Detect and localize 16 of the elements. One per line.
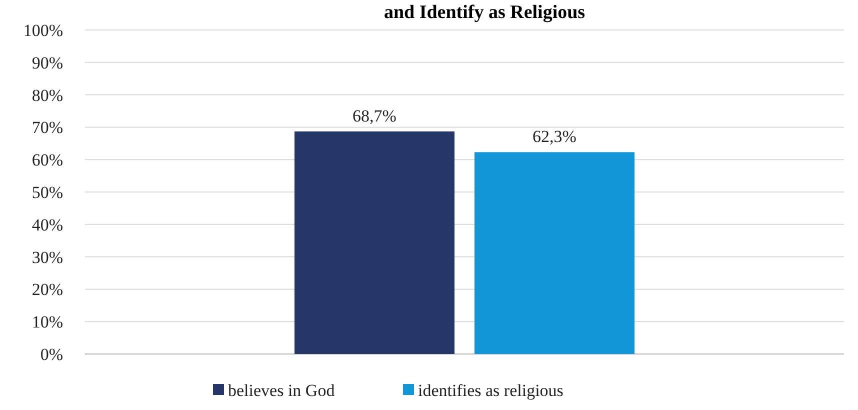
y-tick-label: 60% — [32, 150, 63, 170]
data-label: 68,7% — [352, 106, 396, 126]
data-label: 62,3% — [532, 127, 576, 146]
y-tick-label: 0% — [40, 344, 63, 364]
y-tick-label: 10% — [32, 312, 63, 332]
y-tick-label: 20% — [32, 280, 63, 300]
y-tick-label: 40% — [32, 215, 63, 234]
y-tick-label: 50% — [32, 182, 63, 202]
y-tick-label: 80% — [32, 86, 63, 105]
y-tick-label: 30% — [32, 248, 63, 267]
y-tick-label: 70% — [32, 118, 63, 138]
legend-label: identifies as religious — [418, 381, 564, 400]
y-tick-label: 90% — [32, 53, 63, 72]
legend-label: believes in God — [228, 381, 336, 400]
chart-title: and Identify as Religious — [384, 2, 586, 23]
y-tick-label: 100% — [23, 20, 63, 40]
